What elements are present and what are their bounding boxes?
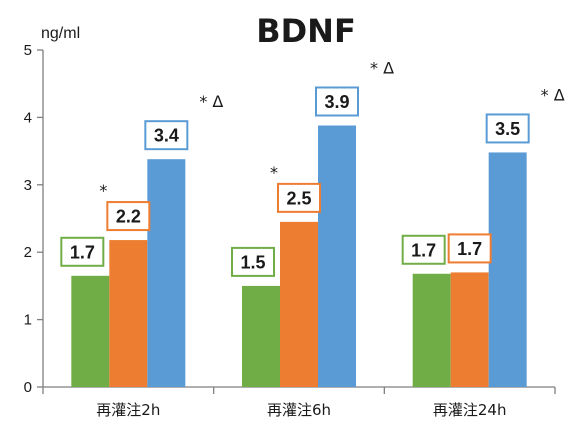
data-label-box: [485, 113, 530, 144]
data-label-box: [60, 236, 105, 267]
y-axis-unit-label: ng/ml: [41, 25, 80, 42]
bar: [318, 125, 356, 387]
data-label: 1.7: [457, 239, 482, 259]
significance-marker: *: [270, 163, 278, 182]
chart-title: BDNF: [256, 12, 356, 50]
x-category-label: 再灌注2h: [96, 401, 160, 419]
data-label: 1.5: [240, 252, 265, 272]
data-label-box: [447, 233, 492, 264]
data-label: 2.2: [116, 207, 141, 227]
y-tick-label: 4: [24, 109, 32, 126]
bar: [109, 240, 148, 387]
data-label: 1.7: [70, 242, 95, 262]
y-tick-label: 3: [24, 177, 32, 194]
y-tick-label: 0: [24, 379, 32, 396]
bar: [242, 285, 280, 387]
x-category-label: 再灌注6h: [267, 401, 331, 419]
data-label: 2.5: [286, 188, 311, 208]
significance-marker: * Δ: [199, 92, 223, 111]
data-label-box: [106, 201, 151, 232]
significance-marker: * Δ: [370, 58, 394, 77]
data-label-box: [315, 86, 359, 117]
y-tick-label: 2: [24, 244, 32, 261]
data-label-box: [144, 120, 189, 151]
bar: [147, 159, 186, 387]
data-label-box: [231, 246, 275, 277]
bar: [450, 272, 489, 387]
bar: [412, 273, 451, 387]
bar: [280, 221, 318, 387]
y-tick-label: 5: [24, 42, 32, 59]
x-category-label: 再灌注24h: [433, 401, 507, 419]
y-tick-label: 1: [24, 312, 32, 329]
data-label: 1.7: [411, 240, 436, 260]
bar: [71, 275, 110, 387]
bar: [488, 152, 527, 387]
data-label: 3.4: [154, 126, 179, 146]
significance-marker: *: [99, 181, 107, 200]
significance-marker: * Δ: [541, 85, 565, 104]
data-label: 3.9: [324, 92, 349, 112]
data-label-box: [401, 234, 446, 265]
data-label: 3.5: [495, 119, 520, 139]
data-label-box: [277, 182, 321, 213]
